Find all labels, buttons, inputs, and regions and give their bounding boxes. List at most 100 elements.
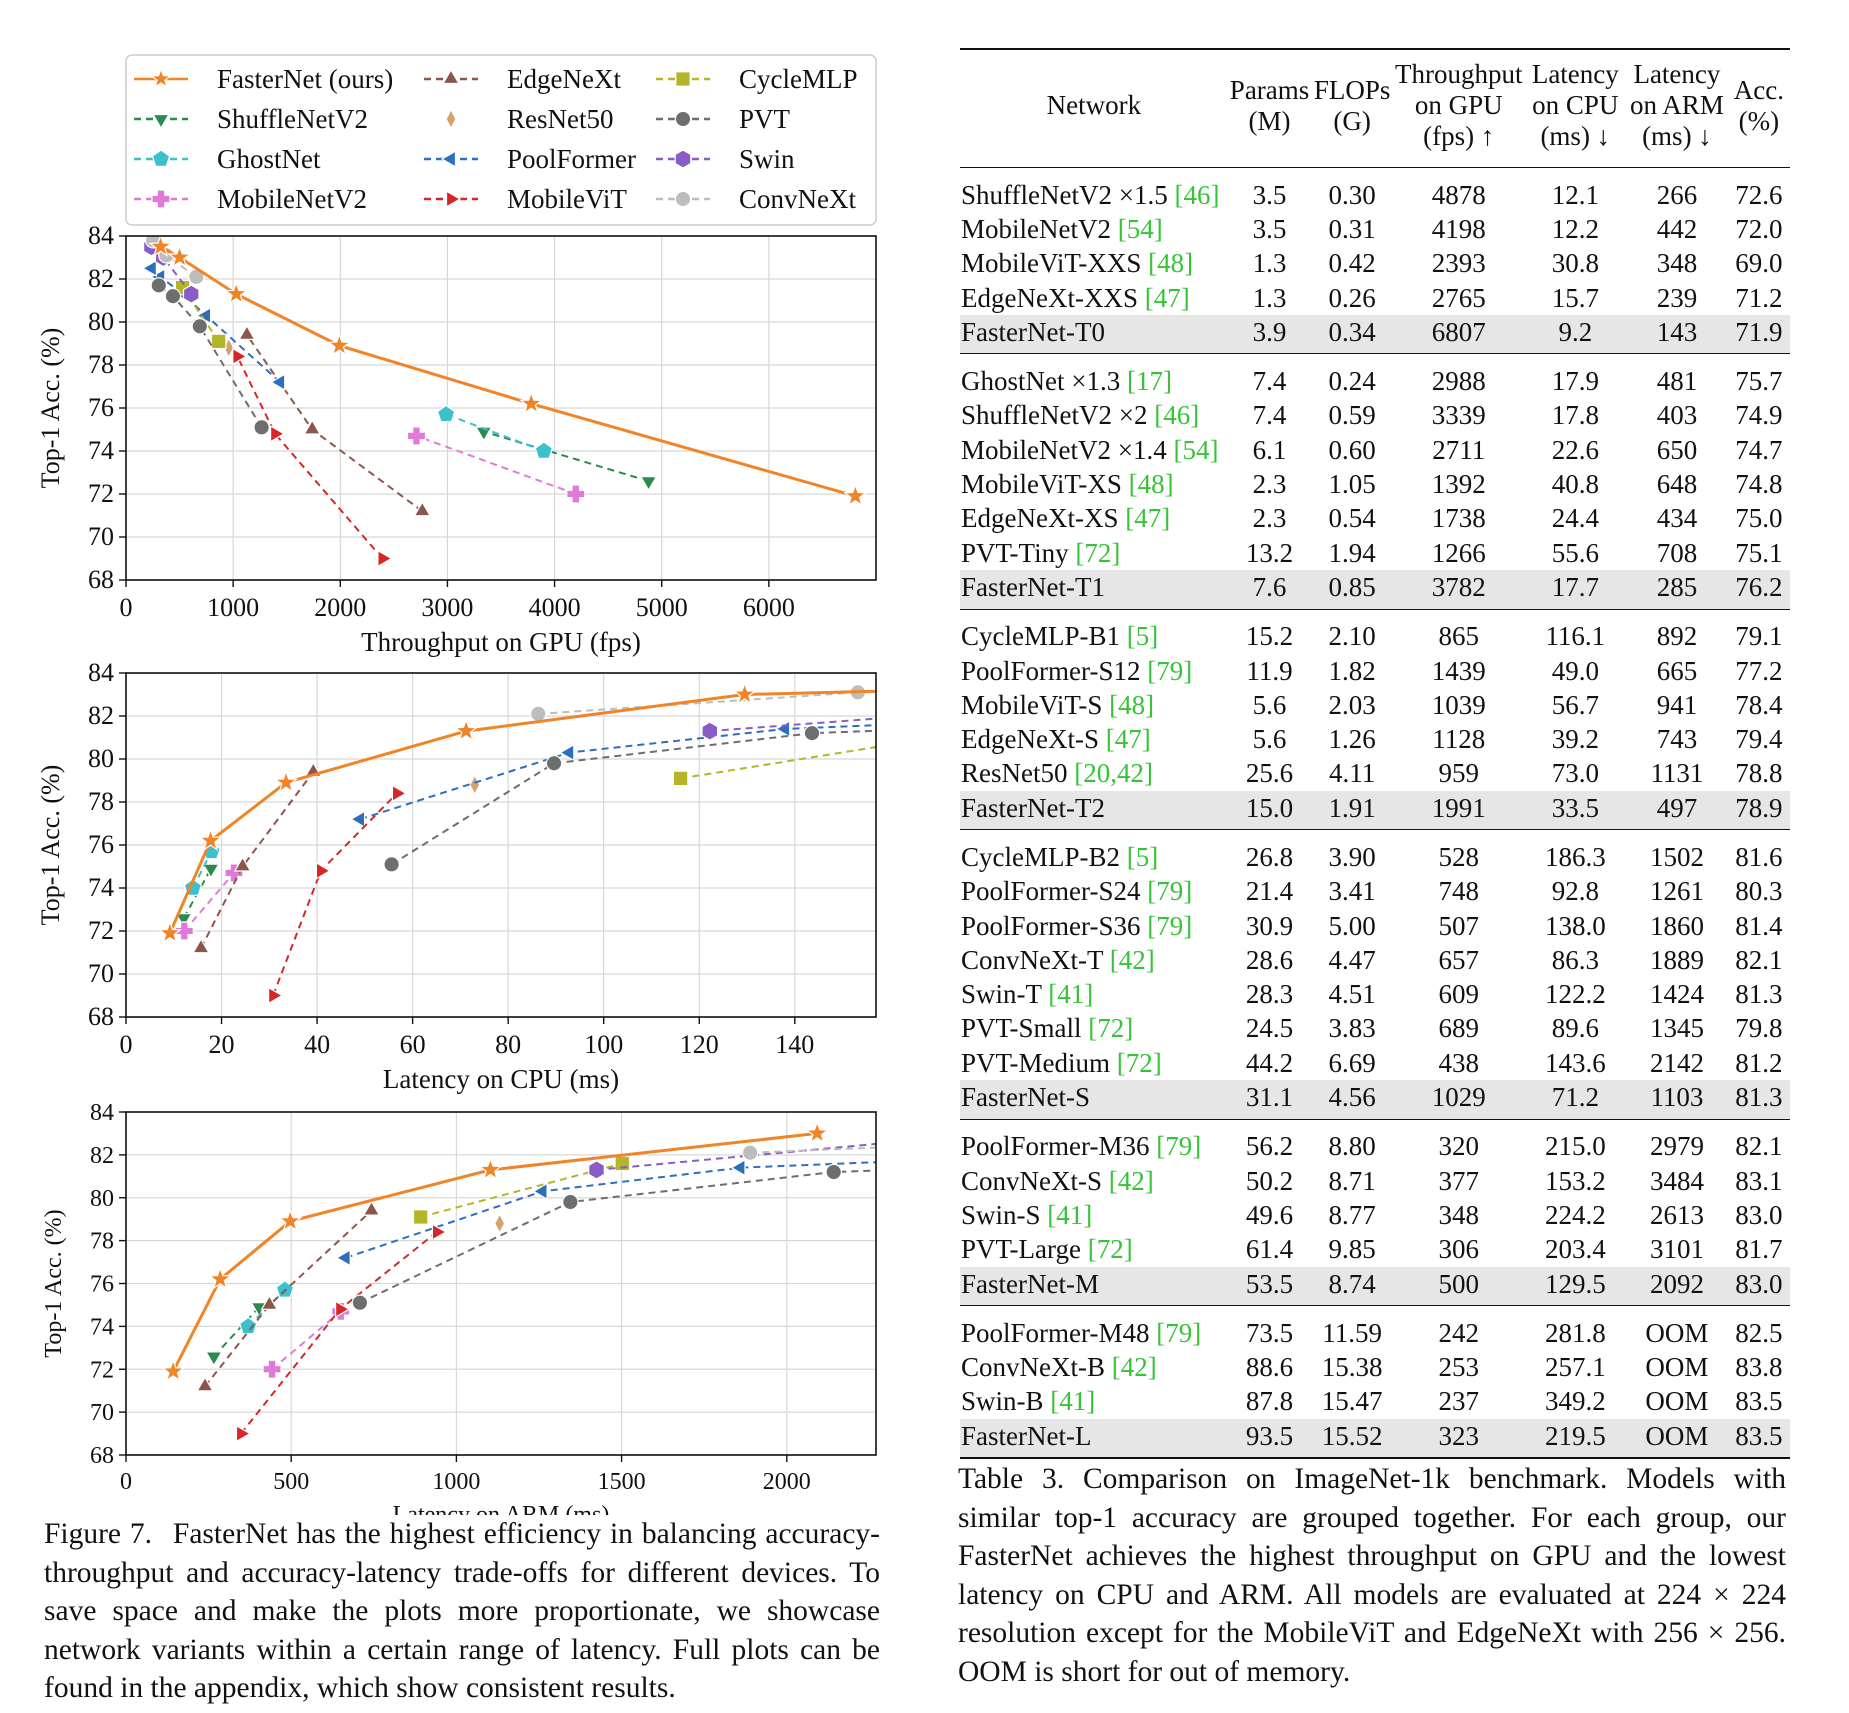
cell-arm: 266 [1656, 179, 1698, 210]
cell-network: CycleMLP-B2 [5] [960, 830, 1228, 875]
cell-flops: 2.10 [1328, 621, 1376, 652]
citation-link[interactable]: [5] [1126, 621, 1159, 652]
cell-gpu: 1266 [1431, 537, 1486, 568]
citation-link[interactable]: [47] [1105, 724, 1151, 755]
cell-gpu: 1738 [1431, 503, 1486, 534]
citation-link[interactable]: [17] [1126, 366, 1172, 397]
cell-gpu: 6807 [1393, 315, 1525, 354]
legend-label: ConvNeXt [739, 184, 856, 214]
x-tick-label: 2000 [314, 593, 366, 622]
citation-link[interactable]: [48] [1148, 248, 1194, 279]
x-axis-label: Latency on CPU (ms) [383, 1064, 619, 1094]
citation-link[interactable]: [46] [1174, 179, 1220, 210]
network-name: FasterNet-T0 [961, 316, 1105, 347]
cell-gpu: 3339 [1431, 400, 1486, 431]
cell-acc: 82.1 [1735, 1131, 1783, 1162]
cell-cpu: 219.5 [1524, 1419, 1627, 1459]
series-line [538, 690, 876, 715]
cell-gpu: 1991 [1393, 791, 1525, 830]
cell-gpu: 438 [1438, 1047, 1480, 1078]
data-point [588, 1160, 605, 1180]
citation-link[interactable]: [79] [1147, 876, 1193, 907]
citation-link[interactable]: [20,42] [1074, 758, 1153, 789]
table-row: GhostNet ×1.3 [17] 7.4 0.24 2988 17.9 481 75.7 [960, 354, 1790, 399]
citation-link[interactable]: [42] [1109, 944, 1155, 975]
cell-arm: 2092 [1626, 1266, 1728, 1306]
citation-link[interactable]: [46] [1154, 400, 1200, 431]
data-point [151, 189, 171, 209]
cell-network: MobileViT-XXS [48] [960, 247, 1228, 281]
table-row: PVT-Large [72] 61.4 9.85 306 203.4 3101 81.7 [960, 1233, 1790, 1267]
cell-network: MobileViT-XS [48] [960, 467, 1228, 501]
x-tick-label: 0 [120, 1469, 132, 1495]
citation-link[interactable]: [42] [1111, 1352, 1157, 1383]
network-name: MobileNetV2 [961, 213, 1111, 244]
legend-label: PoolFormer [507, 144, 636, 174]
cell-acc: 71.9 [1727, 315, 1790, 354]
citation-link[interactable]: [5] [1126, 841, 1159, 872]
data-point [534, 441, 554, 459]
network-name: MobileViT-S [961, 689, 1103, 720]
y-tick-label: 70 [88, 522, 114, 551]
citation-link[interactable]: [48] [1109, 689, 1155, 720]
citation-link[interactable]: [72] [1088, 1013, 1134, 1044]
cell-cpu: 17.8 [1551, 400, 1599, 431]
citation-link[interactable]: [41] [1048, 979, 1094, 1010]
citation-link[interactable]: [47] [1125, 503, 1171, 534]
network-name: ConvNeXt-B [961, 1352, 1105, 1383]
data-point [474, 426, 493, 442]
cell-acc: 77.2 [1735, 655, 1783, 686]
data-point [825, 1163, 842, 1181]
table-group: GhostNet ×1.3 [17] 7.4 0.24 2988 17.9 481 75.7… [960, 354, 1790, 610]
citation-link[interactable]: [79] [1156, 1317, 1202, 1348]
cell-params: 15.2 [1245, 621, 1294, 652]
citation-link[interactable]: [41] [1047, 1199, 1093, 1230]
cell-gpu: 657 [1438, 944, 1480, 975]
data-point [232, 347, 248, 366]
data-point [235, 1424, 252, 1443]
citation-link[interactable]: [41] [1050, 1386, 1096, 1417]
cell-arm: 3101 [1649, 1234, 1704, 1265]
citation-link[interactable]: [79] [1156, 1131, 1202, 1162]
cell-acc: 75.7 [1735, 366, 1783, 397]
cell-arm: 239 [1656, 282, 1698, 313]
citation-link[interactable]: [72] [1087, 1234, 1133, 1265]
cell-network: Swin-B [41] [960, 1385, 1228, 1419]
citation-link[interactable]: [47] [1144, 282, 1190, 313]
citation-link[interactable]: [48] [1128, 469, 1174, 500]
citation-link[interactable]: [72] [1075, 537, 1121, 568]
data-point [775, 720, 791, 738]
table-caption: Table 3. Comparison on ImageNet-1k bench… [958, 1463, 1786, 1688]
cell-cpu: 281.8 [1544, 1317, 1606, 1348]
cell-network: PoolFormer-S12 [79] [960, 654, 1228, 688]
header-flops: FLOPs (G) [1313, 74, 1391, 136]
data-point [675, 71, 691, 87]
citation-link[interactable]: [72] [1116, 1047, 1162, 1078]
cell-arm: 1131 [1650, 758, 1704, 789]
cell-params: 50.2 [1245, 1165, 1294, 1196]
citation-link[interactable]: [79] [1147, 910, 1193, 941]
citation-link[interactable]: [42] [1108, 1165, 1154, 1196]
table-group: CycleMLP-B2 [5] 26.8 3.90 528 186.3 1502 81.6 P… [960, 830, 1790, 1120]
cell-acc: 82.1 [1735, 944, 1783, 975]
cell-acc: 78.8 [1735, 758, 1783, 789]
cell-params: 6.1 [1252, 434, 1287, 465]
cell-params: 28.6 [1245, 944, 1294, 975]
citation-link[interactable]: [54] [1173, 434, 1219, 465]
cell-cpu: 73.0 [1551, 758, 1599, 789]
chart-1: 0 1000 2000 3000 4000 5000 6000 68 70 72 74 76 78 80 8… [36, 221, 877, 657]
table-row: ResNet50 [20,42] 25.6 4.11 959 73.0 1131 78.8 [960, 757, 1790, 791]
table-row-ours: FasterNet-L 93.5 15.52 323 219.5 OOM 83.5 [960, 1419, 1790, 1459]
table-row: CycleMLP-B1 [5] 15.2 2.10 865 116.1 892 79.1 [960, 609, 1790, 654]
citation-link[interactable]: [79] [1147, 655, 1193, 686]
citation-link[interactable]: [54] [1117, 213, 1163, 244]
data-point [362, 1200, 381, 1216]
cell-network: EdgeNeXt-S [47] [960, 722, 1228, 756]
table-row: ConvNeXt-T [42] 28.6 4.47 657 86.3 1889 82.1 [960, 943, 1790, 977]
cell-params: 88.6 [1245, 1352, 1294, 1383]
table-row-ours: FasterNet-T1 7.6 0.85 3782 17.7 285 76.2 [960, 570, 1790, 610]
tick-labels: 0 1000 2000 3000 4000 5000 6000 68 70 72 74 76 78 80 8… [88, 221, 795, 622]
data-point [150, 277, 168, 294]
cell-network: FasterNet-T2 [960, 791, 1228, 830]
y-tick-label: 78 [90, 1229, 114, 1255]
